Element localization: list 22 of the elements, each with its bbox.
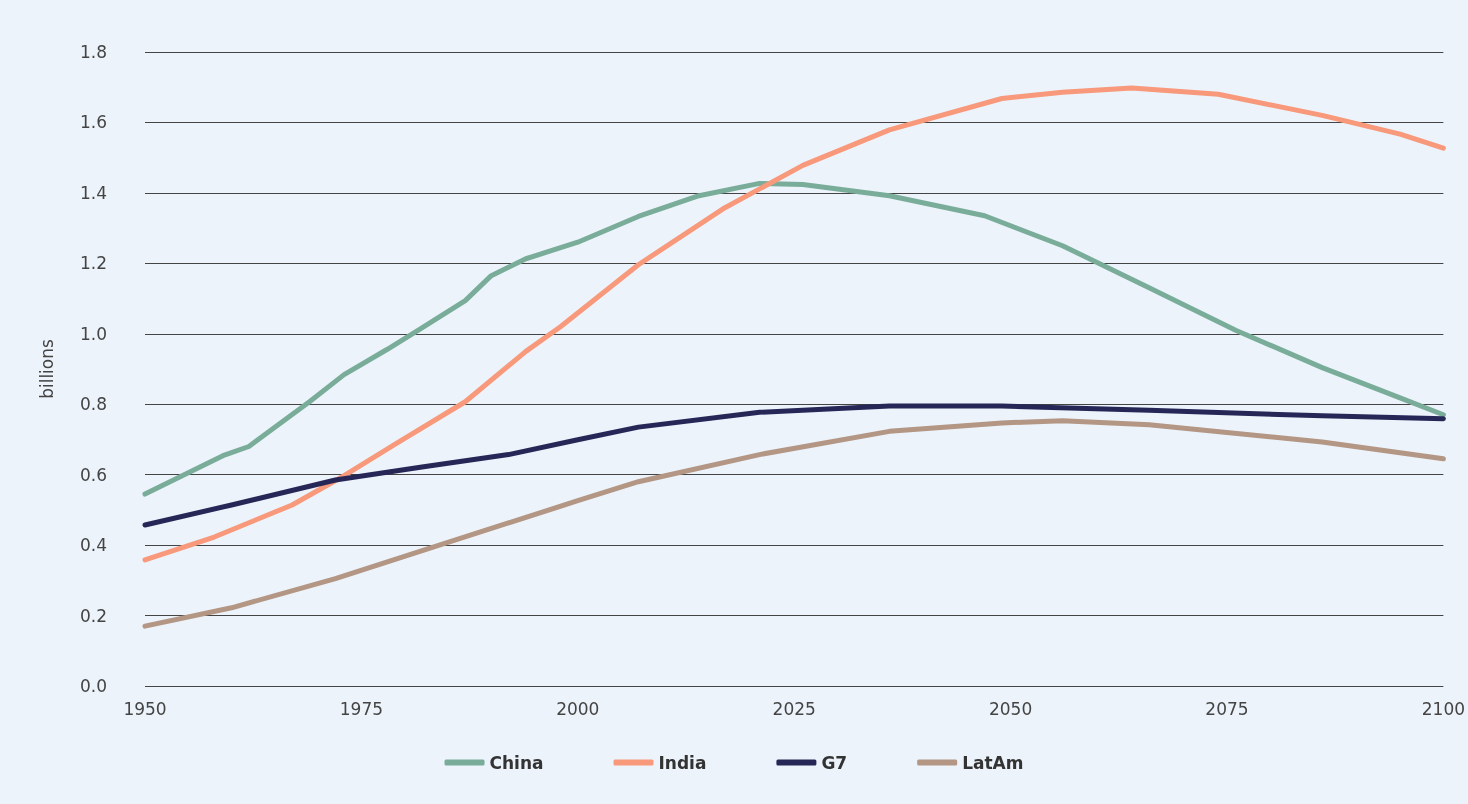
y-tick-label: 0.2 xyxy=(80,605,108,626)
x-tick-label: 2050 xyxy=(988,698,1033,719)
y-tick-label: 1.4 xyxy=(80,182,108,203)
x-tick-label: 2075 xyxy=(1205,698,1249,719)
x-tick-label: 2000 xyxy=(556,698,600,719)
legend-label: China xyxy=(489,752,544,773)
legend-label: India xyxy=(658,752,707,773)
y-tick-label: 1.8 xyxy=(80,42,108,62)
y-tick-label: 1.0 xyxy=(80,323,108,344)
x-tick-label: 2100 xyxy=(1421,698,1465,719)
y-axis-title: billions xyxy=(36,339,57,399)
y-tick-label: 1.2 xyxy=(80,253,108,274)
y-tick-label: 1.6 xyxy=(80,112,108,133)
x-tick-label: 1950 xyxy=(123,698,167,719)
y-tick-label: 0.4 xyxy=(80,535,108,556)
x-tick-label: 1975 xyxy=(339,698,384,719)
y-tick-label: 0.6 xyxy=(80,464,108,485)
legend-label: G7 xyxy=(821,752,848,773)
y-tick-label: 0.8 xyxy=(80,394,108,415)
x-tick-label: 2025 xyxy=(772,698,816,719)
legend-label: LatAm xyxy=(962,752,1024,773)
y-tick-label: 0.0 xyxy=(80,676,108,696)
